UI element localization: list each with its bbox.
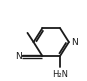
Text: N: N [15, 52, 21, 61]
Text: N: N [71, 38, 78, 47]
Text: H₂N: H₂N [52, 70, 68, 79]
